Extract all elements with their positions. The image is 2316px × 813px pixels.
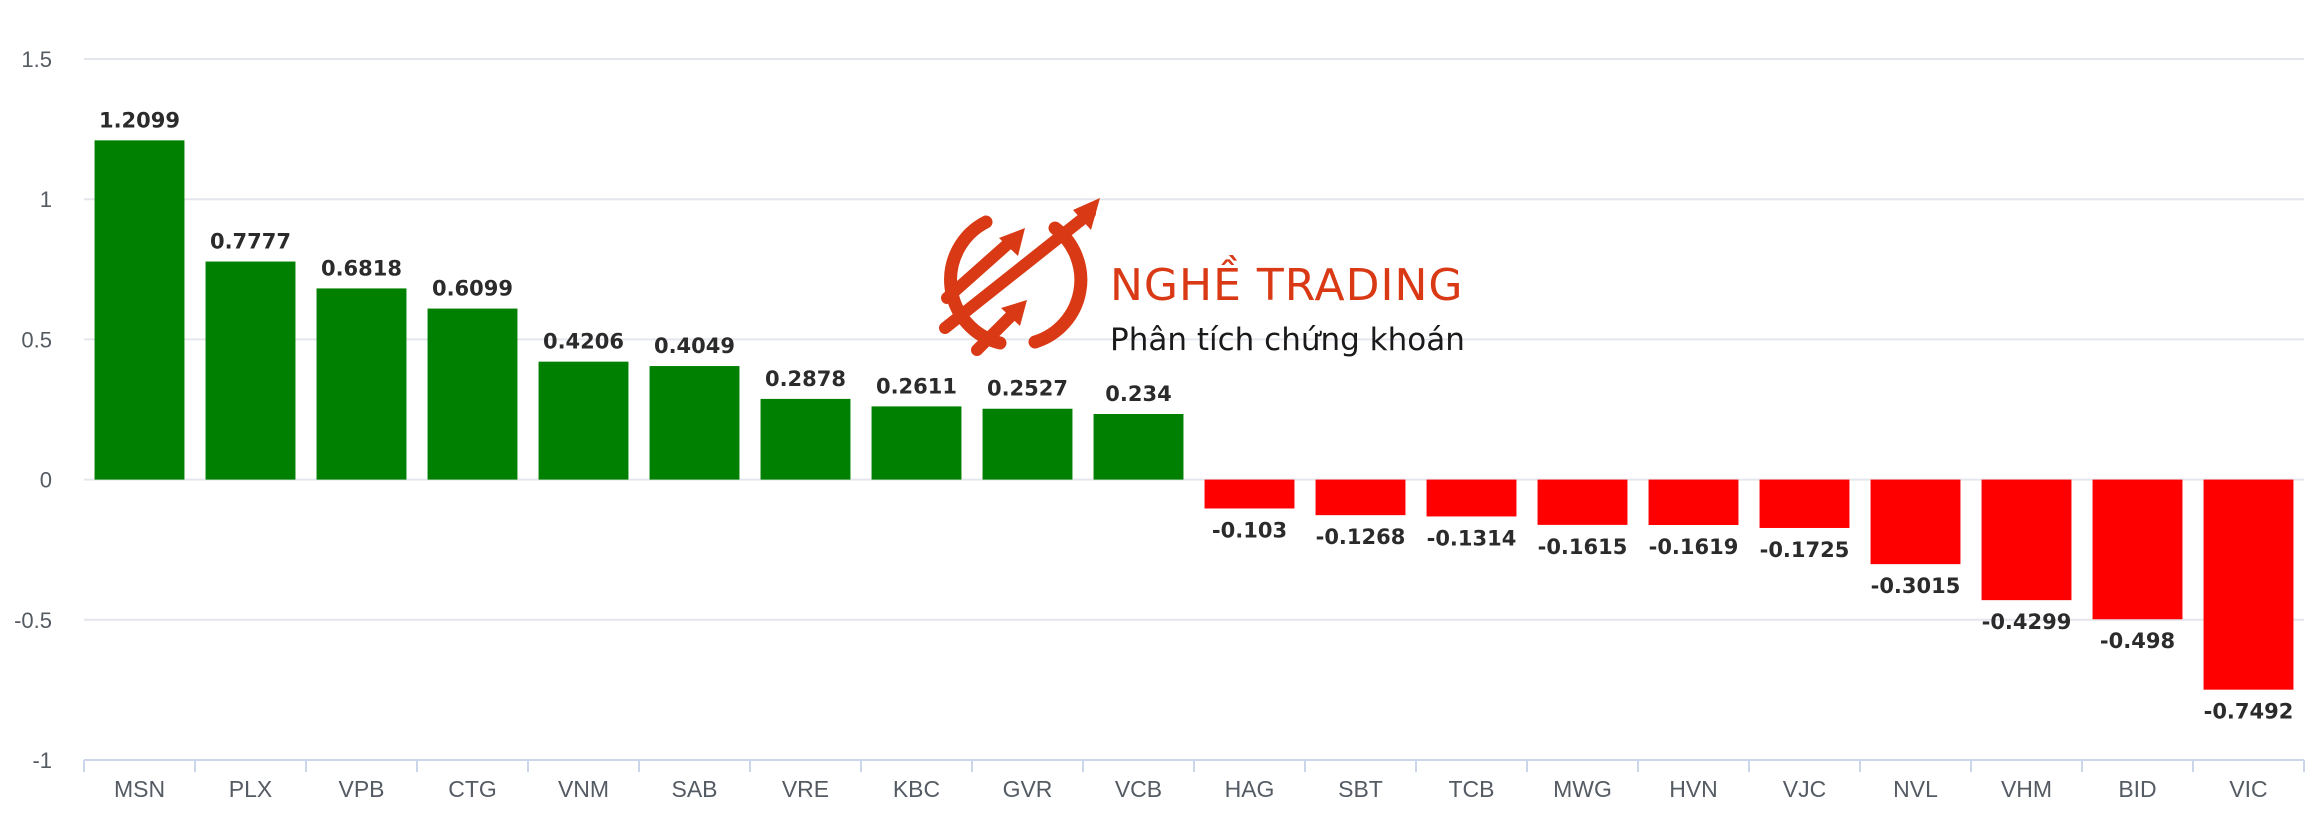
data-label: 0.234 (1105, 382, 1171, 406)
x-tick-label: VCB (1115, 776, 1162, 802)
data-label: 0.2611 (876, 374, 957, 398)
x-tick-label: HAG (1225, 776, 1275, 802)
bars (94, 140, 2294, 690)
bar-mwg[interactable] (1537, 479, 1628, 525)
bar-vcb[interactable] (1093, 413, 1184, 480)
data-label: -0.1268 (1316, 525, 1406, 549)
x-tick-label: GVR (1003, 776, 1053, 802)
bar-gvr[interactable] (982, 408, 1073, 480)
x-tick-label: VHM (2001, 776, 2052, 802)
y-tick-label: -0.5 (14, 608, 52, 633)
bar-sbt[interactable] (1315, 479, 1406, 516)
x-tick-label: VJC (1783, 776, 1826, 802)
data-label: -0.3015 (1871, 574, 1961, 598)
data-labels: 1.2099 0.7777 0.6818 0.6099 0.4206 0.4049 0.28… (99, 108, 2293, 723)
data-label: -0.1619 (1649, 535, 1739, 559)
data-label: 0.7777 (210, 230, 291, 254)
brand-tagline: Phân tích chứng khoán (1110, 322, 1465, 358)
bar-vjc[interactable] (1759, 479, 1850, 528)
y-tick-label: 0 (40, 468, 52, 493)
bar-plx[interactable] (205, 261, 296, 480)
bar-vre[interactable] (760, 398, 851, 480)
bar-vnm[interactable] (538, 361, 629, 480)
data-label: 1.2099 (99, 108, 180, 132)
bar-vhm[interactable] (1981, 479, 2072, 601)
data-label: 0.4049 (654, 334, 735, 358)
bar-bid[interactable] (2092, 479, 2183, 620)
x-tick-label: VIC (2229, 776, 2267, 802)
data-label: 0.2527 (987, 377, 1068, 401)
x-tick-label: TCB (1449, 776, 1495, 802)
bar-kbc[interactable] (871, 406, 962, 480)
brand-name: NGHỀ TRADING (1110, 254, 1464, 311)
bar-hag[interactable] (1204, 479, 1295, 509)
data-label: -0.1314 (1427, 526, 1517, 550)
bar-nvl[interactable] (1870, 479, 1961, 565)
x-tick-label: NVL (1893, 776, 1938, 802)
x-tick-label: VRE (782, 776, 829, 802)
x-tick-label: BID (2118, 776, 2156, 802)
upward-trend-arrows-logo-icon (939, 198, 1100, 356)
y-tick-label: 0.5 (21, 327, 52, 352)
y-axis-labels: 1.5 1 0.5 0 -0.5 -1 (14, 47, 52, 773)
data-label: -0.7492 (2204, 700, 2294, 724)
y-tick-label: 1 (40, 187, 52, 212)
bar-vpb[interactable] (316, 288, 407, 480)
bar-msn[interactable] (94, 140, 185, 480)
bar-hvn[interactable] (1648, 479, 1739, 525)
x-tick-label: SAB (671, 776, 717, 802)
x-tick-label: MSN (114, 776, 165, 802)
x-axis: MSN PLX VPB CTG VNM SAB VRE KBC GVR VCB HAG SBT TCB M… (83, 759, 2305, 802)
x-tick-label: PLX (229, 776, 272, 802)
x-tick-label: VNM (558, 776, 609, 802)
x-tick-label: VPB (338, 776, 384, 802)
data-label: -0.498 (2100, 629, 2175, 653)
bar-vic[interactable] (2203, 479, 2294, 690)
data-label: -0.103 (1212, 518, 1287, 542)
x-tick-label: SBT (1338, 776, 1383, 802)
bar-tcb[interactable] (1426, 479, 1517, 517)
data-label: -0.1725 (1760, 538, 1850, 562)
x-tick-label: MWG (1553, 776, 1612, 802)
data-label: 0.6099 (432, 277, 513, 301)
data-label: 0.4206 (543, 330, 624, 354)
data-label: 0.2878 (765, 367, 846, 391)
bar-ctg[interactable] (427, 308, 518, 480)
x-tick-label: KBC (893, 776, 940, 802)
data-label: 0.6818 (321, 256, 402, 280)
data-label: -0.1615 (1538, 535, 1628, 559)
y-tick-label: 1.5 (21, 47, 52, 72)
y-tick-label: -1 (32, 748, 52, 773)
brand-watermark: NGHỀ TRADING Phân tích chứng khoán (939, 198, 1465, 358)
bar-sab[interactable] (649, 366, 740, 480)
data-label: -0.4299 (1982, 610, 2072, 634)
x-tick-label: HVN (1669, 776, 1718, 802)
x-tick-label: CTG (448, 776, 497, 802)
